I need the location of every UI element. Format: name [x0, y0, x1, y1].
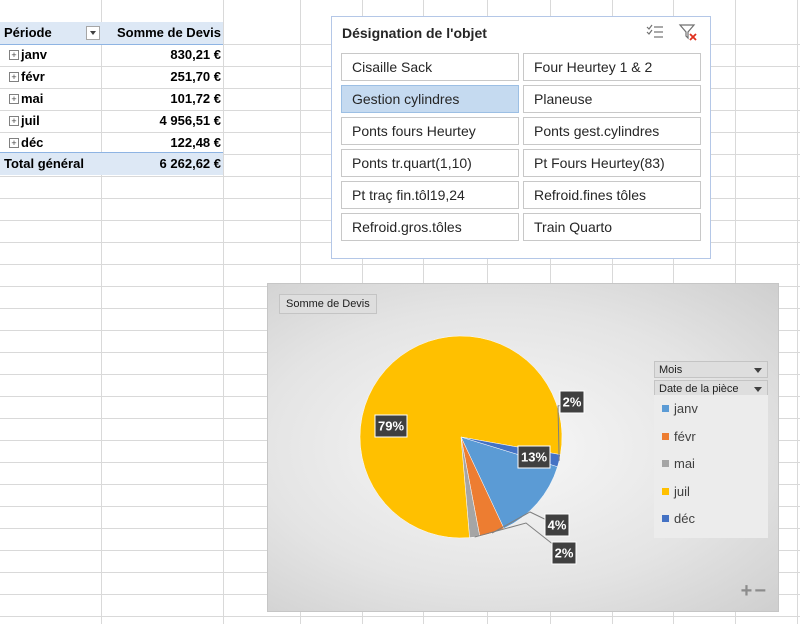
zoom-minus-button[interactable]: − — [754, 580, 768, 602]
pivot-row-value: 830,21 € — [170, 47, 221, 62]
legend-label: janv — [674, 401, 698, 416]
data-label[interactable]: 79% — [374, 414, 408, 438]
legend-label: déc — [674, 511, 695, 526]
data-label-box — [551, 541, 577, 565]
slicer-item[interactable]: Refroid.gros.tôles — [341, 213, 519, 241]
legend-field-date-label: Date de la pièce — [659, 383, 739, 395]
pivot-header-value: Somme de Devis — [116, 25, 221, 40]
slicer-item[interactable]: Train Quarto — [523, 213, 701, 241]
data-label[interactable]: 2% — [559, 390, 585, 414]
slicer-item[interactable]: Ponts gest.cylindres — [523, 117, 701, 145]
legend-swatch — [662, 432, 669, 440]
pivot-row-3: + juil 4 956,51 € — [0, 110, 223, 132]
expand-icon[interactable]: + — [9, 50, 19, 60]
data-label-box — [374, 414, 408, 438]
expand-icon[interactable]: + — [9, 138, 19, 148]
pivot-row-value: 251,70 € — [170, 69, 221, 84]
slicer-item[interactable]: Ponts fours Heurtey — [341, 117, 519, 145]
leader-line — [474, 522, 565, 554]
legend-swatch — [662, 405, 669, 412]
slicer-item[interactable]: Planeuse — [523, 85, 701, 113]
data-label-box — [517, 445, 551, 469]
chevron-down-icon — [754, 387, 762, 392]
slicer-item[interactable]: Ponts tr.quart(1,10) — [341, 149, 519, 177]
legend-swatch — [662, 487, 669, 495]
legend-field-mois-label: Mois — [659, 364, 683, 376]
pivot-total-row: Total général 6 262,62 € — [0, 152, 223, 175]
pivot-total-value: 6 262,62 € — [159, 156, 221, 171]
pivot-row-0: + janv 830,21 € — [0, 44, 223, 66]
slicer-item[interactable]: Pt Fours Heurtey(83) — [523, 149, 701, 177]
slicer-item[interactable]: Pt traç fin.tôl19,24 — [341, 181, 519, 209]
pivot-row-1: + févr 251,70 € — [0, 66, 223, 88]
pivot-row-value: 122,48 € — [170, 135, 221, 150]
data-label[interactable]: 4% — [544, 513, 570, 537]
data-label-text: 79% — [378, 419, 404, 434]
slicer-item[interactable]: Cisaille Sack — [341, 53, 519, 81]
data-label[interactable]: 2% — [551, 541, 577, 565]
data-label-text: 13% — [521, 450, 547, 465]
data-label-text: 2% — [555, 546, 574, 561]
slicer-designation: Désignation de l'objet Cisaille Sack Four… — [331, 16, 711, 259]
legend-label: juil — [674, 483, 690, 499]
data-label-text: 4% — [548, 518, 567, 533]
pivot-row-label: juil — [21, 113, 40, 128]
chevron-down-icon — [754, 368, 762, 373]
zoom-plus-button[interactable]: + — [740, 580, 755, 602]
pivot-row-label: janv — [21, 47, 48, 62]
pivot-header-label: Période — [4, 25, 52, 40]
pivot-row-value: 4 956,51 € — [159, 113, 221, 128]
legend-swatch — [662, 460, 669, 467]
pivot-row-label: févr — [21, 69, 45, 84]
pivot-header-row: Période Somme de Devis — [0, 22, 223, 45]
expand-icon[interactable]: + — [9, 116, 19, 126]
expand-icon[interactable]: + — [9, 94, 19, 104]
chart-legend: janv févr mai juil déc — [654, 395, 768, 538]
pivot-chart[interactable]: Somme de Devis 13% 4% 2% 79% 2% Mois Date de… — [267, 283, 779, 612]
slicer-item[interactable]: Four Heurtey 1 & 2 — [523, 53, 701, 81]
zoom-controls: +− — [741, 580, 768, 603]
expand-icon[interactable]: + — [9, 72, 19, 82]
pivot-row-4: + déc 122,48 € — [0, 132, 223, 154]
legend-label: févr — [674, 428, 696, 444]
pivot-row-label: déc — [21, 135, 44, 150]
pivot-total-label: Total général — [4, 156, 84, 171]
slicer-item[interactable]: Refroid.fines tôles — [523, 181, 701, 209]
pivot-row-2: + mai 101,72 € — [0, 88, 223, 110]
value-field-button[interactable]: Somme de Devis — [279, 294, 377, 314]
data-label-box — [559, 390, 585, 414]
data-label-box — [544, 513, 570, 537]
slicer-title: Désignation de l'objet — [342, 25, 487, 41]
data-label-text: 2% — [563, 395, 582, 410]
pie-chart: 13% 4% 2% 79% 2% — [359, 335, 585, 565]
legend-field-mois[interactable]: Mois — [654, 361, 768, 378]
clear-filter-icon[interactable] — [677, 21, 699, 43]
slicer-item[interactable]: Gestion cylindres — [341, 85, 519, 113]
data-label[interactable]: 13% — [517, 445, 551, 469]
legend-label: mai — [674, 456, 695, 471]
pivot-row-value: 101,72 € — [170, 91, 221, 106]
multi-select-icon[interactable] — [644, 21, 666, 43]
row-filter-dropdown-icon[interactable] — [86, 26, 100, 40]
pivot-row-label: mai — [21, 91, 44, 106]
legend-swatch — [662, 515, 669, 522]
